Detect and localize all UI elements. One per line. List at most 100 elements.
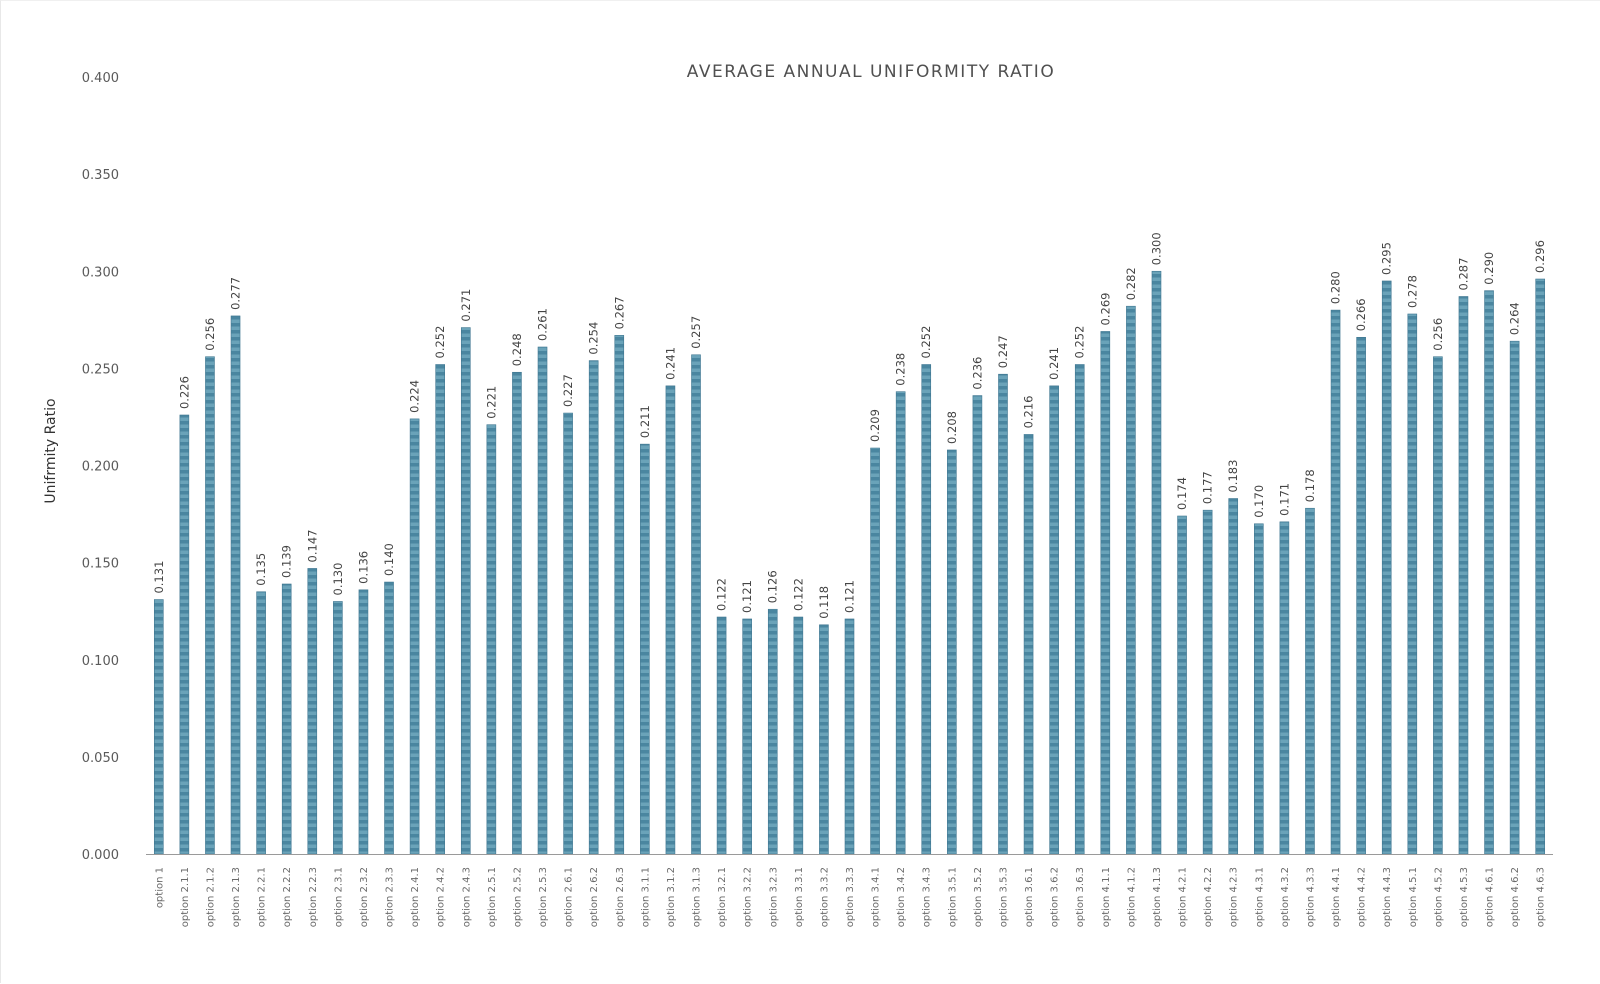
x-tick-label: option 4.1.2 (1126, 867, 1137, 927)
data-label: 0.126 (766, 570, 780, 603)
bar (256, 591, 266, 855)
data-label: 0.269 (1098, 293, 1112, 326)
y-tick-label: 0.050 (82, 751, 119, 766)
x-tick-label: option 3.3.3 (845, 867, 856, 927)
data-label: 0.295 (1380, 242, 1394, 275)
data-label: 0.236 (970, 357, 984, 390)
data-label: 0.278 (1405, 275, 1419, 308)
bar (1407, 313, 1418, 855)
x-tick-label: option 4.4.3 (1382, 867, 1393, 927)
x-tick-label: option 4.6.2 (1510, 867, 1521, 927)
data-label: 0.226 (177, 376, 191, 409)
bar (614, 335, 625, 855)
data-label: 0.280 (1329, 271, 1343, 304)
data-label: 0.290 (1482, 252, 1496, 285)
bar (870, 447, 880, 855)
bar (1305, 507, 1315, 855)
bar (1254, 523, 1264, 855)
data-label: 0.147 (305, 530, 319, 563)
x-tick-label: option 4.1.3 (1152, 867, 1163, 927)
y-tick-label: 0.100 (82, 654, 119, 669)
y-tick-label: 0.350 (82, 168, 119, 183)
data-label: 0.177 (1201, 471, 1215, 504)
data-label: 0.224 (408, 380, 422, 413)
data-label: 0.174 (1175, 477, 1189, 510)
bar (921, 364, 932, 855)
x-tick-label: option 3.6.2 (1050, 867, 1061, 927)
data-label: 0.178 (1303, 469, 1317, 502)
bar (1484, 290, 1494, 855)
x-tick-label: option 1 (154, 867, 165, 908)
bar (384, 581, 394, 855)
data-label: 0.264 (1508, 302, 1522, 335)
data-label: 0.271 (459, 289, 473, 322)
x-tick-label: option 4.2.3 (1229, 867, 1240, 927)
x-tick-label: option 3.4.2 (896, 867, 907, 927)
data-label: 0.267 (612, 296, 626, 329)
x-tick-label: option 3.2.3 (768, 867, 779, 927)
data-label: 0.136 (356, 551, 370, 584)
data-label: 0.296 (1533, 240, 1547, 273)
x-tick-label: option 3.3.1 (794, 867, 805, 927)
x-tick-label: option 4.4.2 (1357, 867, 1368, 927)
x-tick-label: option 3.4.3 (922, 867, 933, 927)
x-tick-label: option 3.1.2 (666, 867, 677, 927)
data-label: 0.252 (433, 326, 447, 359)
bar (307, 568, 318, 855)
x-tick-label: option 2.3.1 (333, 867, 344, 927)
x-tick-label: option 2.4.2 (436, 867, 447, 927)
data-label: 0.121 (740, 580, 754, 613)
x-tick-label: option 3.2.2 (743, 867, 754, 927)
bar (1279, 521, 1290, 855)
data-label: 0.241 (663, 347, 677, 380)
data-label: 0.266 (1354, 298, 1368, 331)
bar (1228, 498, 1239, 855)
bar (537, 346, 548, 855)
bar (1074, 364, 1085, 855)
x-tick-label: option 2.1.3 (231, 867, 242, 927)
x-tick-label: option 2.1.1 (180, 867, 191, 927)
bar (947, 449, 957, 855)
data-label: 0.122 (715, 578, 729, 611)
bar (460, 327, 471, 855)
bar (742, 618, 752, 855)
x-tick-label: option 2.6.2 (589, 867, 600, 927)
data-label: 0.140 (382, 543, 396, 576)
data-label: 0.130 (331, 563, 345, 596)
x-tick-label: option 2.4.3 (461, 867, 472, 927)
x-tick-label: option 4.2.2 (1203, 867, 1214, 927)
x-tick-label: option 3.1.3 (692, 867, 703, 927)
data-label: 0.282 (1124, 267, 1138, 300)
data-label: 0.254 (587, 322, 601, 355)
bar (588, 360, 599, 855)
x-tick-label: option 2.6.3 (615, 867, 626, 927)
data-label: 0.216 (1022, 395, 1036, 428)
data-label: 0.248 (510, 333, 524, 366)
x-tick-label: option 4.6.1 (1485, 867, 1496, 927)
x-tick-label: option 2.2.2 (282, 867, 293, 927)
x-tick-label: option 2.4.1 (410, 867, 421, 927)
x-tick-label: option 4.3.2 (1280, 867, 1291, 927)
data-label: 0.208 (945, 411, 959, 444)
bar (1151, 270, 1162, 855)
data-label: 0.221 (484, 386, 498, 419)
y-axis-ticks: 0.000 0.050 0.100 0.150 0.200 0.250 0.300 0.350… (82, 71, 119, 863)
bar (640, 443, 650, 855)
bar (409, 418, 420, 855)
bar (998, 373, 1008, 855)
bar (793, 616, 804, 855)
data-label: 0.170 (1252, 485, 1266, 518)
data-label: 0.241 (1047, 347, 1061, 380)
data-label: 0.252 (919, 326, 933, 359)
bar (665, 385, 676, 855)
bar (333, 601, 343, 855)
bar (1433, 356, 1443, 855)
bar (1202, 509, 1213, 855)
x-tick-label: option 3.5.2 (973, 867, 984, 927)
x-tick-label: option 4.3.3 (1305, 867, 1316, 927)
data-label: 0.211 (638, 405, 652, 438)
bar (1177, 515, 1187, 855)
x-tick-label: option 3.5.3 (998, 867, 1009, 927)
data-label: 0.256 (1431, 318, 1445, 351)
